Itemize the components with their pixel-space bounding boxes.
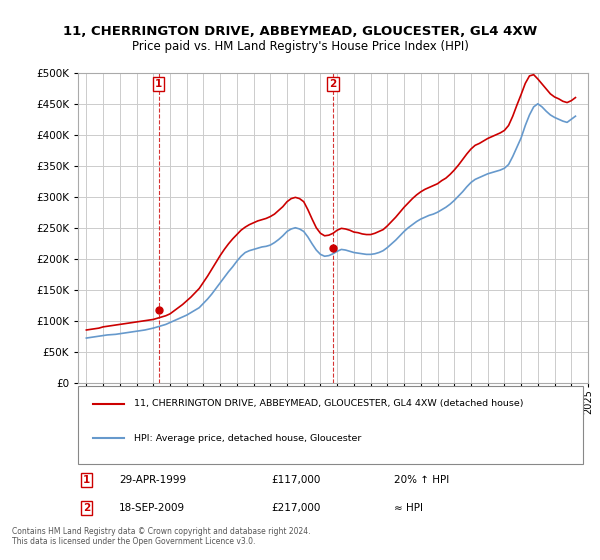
- Text: 1: 1: [155, 79, 163, 89]
- Text: 2: 2: [329, 79, 337, 89]
- Text: £217,000: £217,000: [272, 503, 321, 513]
- Text: £117,000: £117,000: [272, 475, 321, 485]
- Text: 2: 2: [83, 503, 91, 513]
- Text: 29-APR-1999: 29-APR-1999: [119, 475, 186, 485]
- Text: 18-SEP-2009: 18-SEP-2009: [119, 503, 185, 513]
- FancyBboxPatch shape: [78, 386, 583, 464]
- Text: 20% ↑ HPI: 20% ↑ HPI: [394, 475, 449, 485]
- Text: 1: 1: [83, 475, 91, 485]
- Text: Contains HM Land Registry data © Crown copyright and database right 2024.
This d: Contains HM Land Registry data © Crown c…: [12, 526, 311, 546]
- Text: Price paid vs. HM Land Registry's House Price Index (HPI): Price paid vs. HM Land Registry's House …: [131, 40, 469, 53]
- Text: HPI: Average price, detached house, Gloucester: HPI: Average price, detached house, Glou…: [134, 433, 361, 442]
- Text: 11, CHERRINGTON DRIVE, ABBEYMEAD, GLOUCESTER, GL4 4XW (detached house): 11, CHERRINGTON DRIVE, ABBEYMEAD, GLOUCE…: [134, 399, 524, 408]
- Text: ≈ HPI: ≈ HPI: [394, 503, 423, 513]
- Text: 11, CHERRINGTON DRIVE, ABBEYMEAD, GLOUCESTER, GL4 4XW: 11, CHERRINGTON DRIVE, ABBEYMEAD, GLOUCE…: [63, 25, 537, 38]
